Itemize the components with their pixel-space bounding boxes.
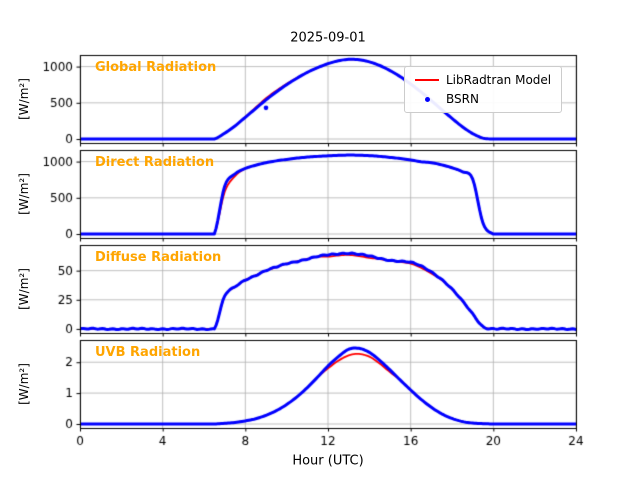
radiation-chart-canvas [0, 0, 640, 480]
radiation-figure: 2025-09-01 Global Radiation Direct Radia… [0, 0, 640, 480]
